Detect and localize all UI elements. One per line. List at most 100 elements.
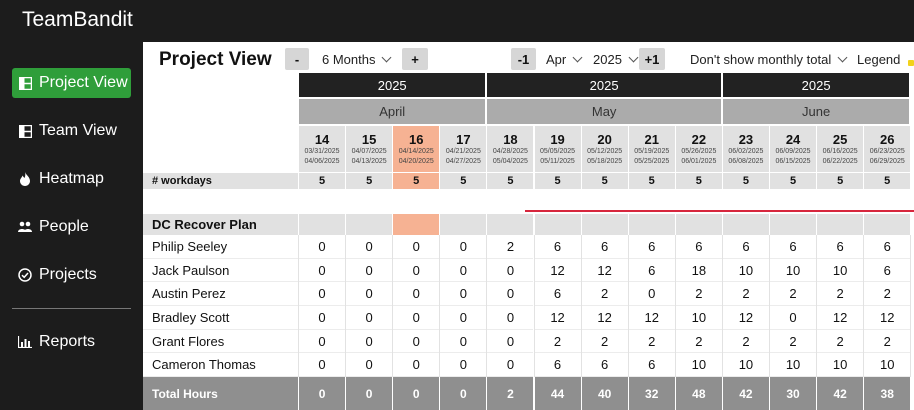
hours-cell[interactable]: 12 <box>534 306 581 330</box>
sidebar-item-reports[interactable]: Reports <box>12 327 131 357</box>
person-name[interactable]: Jack Paulson <box>143 259 298 283</box>
hours-cell[interactable]: 0 <box>393 354 440 378</box>
week-header[interactable]: 23 06/02/2025 06/08/2025 <box>722 126 769 172</box>
hours-cell[interactable]: 10 <box>675 354 722 378</box>
range-select[interactable]: 6 Months <box>322 48 392 70</box>
hours-cell[interactable]: 6 <box>817 235 864 259</box>
hours-cell[interactable]: 10 <box>722 354 769 378</box>
week-header[interactable]: 17 04/21/2025 04/27/2025 <box>440 126 487 172</box>
hours-cell[interactable]: 0 <box>487 354 534 378</box>
hours-cell[interactable]: 0 <box>299 306 346 330</box>
week-header[interactable]: 24 06/09/2025 06/15/2025 <box>770 126 817 172</box>
person-name[interactable]: Bradley Scott <box>143 306 298 330</box>
hours-cell[interactable]: 6 <box>534 354 581 378</box>
hours-cell[interactable]: 2 <box>675 330 722 354</box>
hours-cell[interactable]: 6 <box>864 259 911 283</box>
hours-cell[interactable]: 12 <box>722 306 769 330</box>
hours-cell[interactable]: 2 <box>581 330 628 354</box>
hours-cell[interactable]: 12 <box>628 306 675 330</box>
person-name[interactable]: Philip Seeley <box>143 235 298 259</box>
hours-cell[interactable]: 0 <box>393 282 440 307</box>
hours-cell[interactable]: 0 <box>346 306 393 330</box>
hours-cell[interactable]: 2 <box>770 330 817 354</box>
hours-cell[interactable]: 12 <box>581 306 628 330</box>
next-month-button[interactable]: +1 <box>639 48 665 70</box>
range-minus-button[interactable]: - <box>285 48 309 70</box>
hours-cell[interactable]: 0 <box>770 306 817 330</box>
hours-cell[interactable]: 6 <box>581 354 628 378</box>
hours-cell[interactable]: 2 <box>534 330 581 354</box>
hours-cell[interactable]: 0 <box>346 282 393 307</box>
hours-cell[interactable]: 0 <box>440 306 487 330</box>
hours-cell[interactable]: 6 <box>628 259 675 283</box>
hours-cell[interactable]: 10 <box>864 354 911 378</box>
hours-cell[interactable]: 0 <box>487 282 534 307</box>
hours-cell[interactable]: 0 <box>628 282 675 307</box>
hours-cell[interactable]: 6 <box>534 282 581 307</box>
hours-cell[interactable]: 2 <box>817 282 864 307</box>
sidebar-item-project-view[interactable]: Project View <box>12 68 131 98</box>
hours-cell[interactable]: 10 <box>722 259 769 283</box>
hours-cell[interactable]: 0 <box>487 259 534 283</box>
hours-cell[interactable]: 0 <box>299 235 346 259</box>
sidebar-item-people[interactable]: People <box>12 212 131 242</box>
hours-cell[interactable]: 0 <box>440 354 487 378</box>
hours-cell[interactable]: 2 <box>581 282 628 307</box>
hours-cell[interactable]: 12 <box>864 306 911 330</box>
person-name[interactable]: Austin Perez <box>143 282 298 307</box>
person-name[interactable]: Grant Flores <box>143 330 298 354</box>
year-select[interactable]: 2025 <box>593 48 639 70</box>
week-header[interactable]: 26 06/23/2025 06/29/2025 <box>864 126 911 172</box>
hours-cell[interactable]: 0 <box>440 259 487 283</box>
hours-cell[interactable]: 0 <box>299 330 346 354</box>
week-header[interactable]: 19 05/05/2025 05/11/2025 <box>534 126 581 172</box>
hours-cell[interactable]: 0 <box>299 282 346 307</box>
hours-cell[interactable]: 6 <box>770 235 817 259</box>
hours-cell[interactable]: 6 <box>581 235 628 259</box>
hours-cell[interactable]: 12 <box>534 259 581 283</box>
sidebar-item-team-view[interactable]: Team View <box>12 116 131 146</box>
sidebar-item-projects[interactable]: Projects <box>12 260 131 290</box>
hours-cell[interactable]: 6 <box>675 235 722 259</box>
monthly-total-select[interactable]: Don't show monthly total <box>690 48 848 70</box>
hours-cell[interactable]: 0 <box>487 330 534 354</box>
prev-month-button[interactable]: -1 <box>511 48 536 70</box>
hours-cell[interactable]: 2 <box>864 330 911 354</box>
week-header[interactable]: 15 04/07/2025 04/13/2025 <box>346 126 393 172</box>
hours-cell[interactable]: 0 <box>440 235 487 259</box>
week-header[interactable]: 16 04/14/2025 04/20/2025 <box>393 126 440 172</box>
hours-cell[interactable]: 0 <box>393 330 440 354</box>
hours-cell[interactable]: 2 <box>864 282 911 307</box>
hours-cell[interactable]: 6 <box>534 235 581 259</box>
hours-cell[interactable]: 0 <box>440 282 487 307</box>
hours-cell[interactable]: 2 <box>722 330 769 354</box>
hours-cell[interactable]: 0 <box>346 259 393 283</box>
hours-cell[interactable]: 0 <box>346 354 393 378</box>
hours-cell[interactable]: 2 <box>675 282 722 307</box>
hours-cell[interactable]: 6 <box>722 235 769 259</box>
hours-cell[interactable]: 0 <box>393 306 440 330</box>
hours-cell[interactable]: 0 <box>440 330 487 354</box>
hours-cell[interactable]: 6 <box>864 235 911 259</box>
month-select[interactable]: Apr <box>546 48 583 70</box>
hours-cell[interactable]: 2 <box>487 235 534 259</box>
week-header[interactable]: 22 05/26/2025 06/01/2025 <box>675 126 722 172</box>
hours-cell[interactable]: 6 <box>628 235 675 259</box>
hours-cell[interactable]: 0 <box>299 259 346 283</box>
hours-cell[interactable]: 12 <box>817 306 864 330</box>
week-header[interactable]: 14 03/31/2025 04/06/2025 <box>299 126 346 172</box>
hours-cell[interactable]: 12 <box>581 259 628 283</box>
week-header[interactable]: 18 04/28/2025 05/04/2025 <box>487 126 534 172</box>
week-header[interactable]: 25 06/16/2025 06/22/2025 <box>817 126 864 172</box>
hours-cell[interactable]: 2 <box>722 282 769 307</box>
hours-cell[interactable]: 10 <box>817 259 864 283</box>
hours-cell[interactable]: 0 <box>299 354 346 378</box>
hours-cell[interactable]: 10 <box>817 354 864 378</box>
hours-cell[interactable]: 0 <box>346 330 393 354</box>
hours-cell[interactable]: 18 <box>675 259 722 283</box>
hours-cell[interactable]: 0 <box>393 235 440 259</box>
hours-cell[interactable]: 2 <box>628 330 675 354</box>
hours-cell[interactable]: 10 <box>675 306 722 330</box>
hours-cell[interactable]: 0 <box>346 235 393 259</box>
project-name[interactable]: DC Recover Plan <box>143 214 298 235</box>
